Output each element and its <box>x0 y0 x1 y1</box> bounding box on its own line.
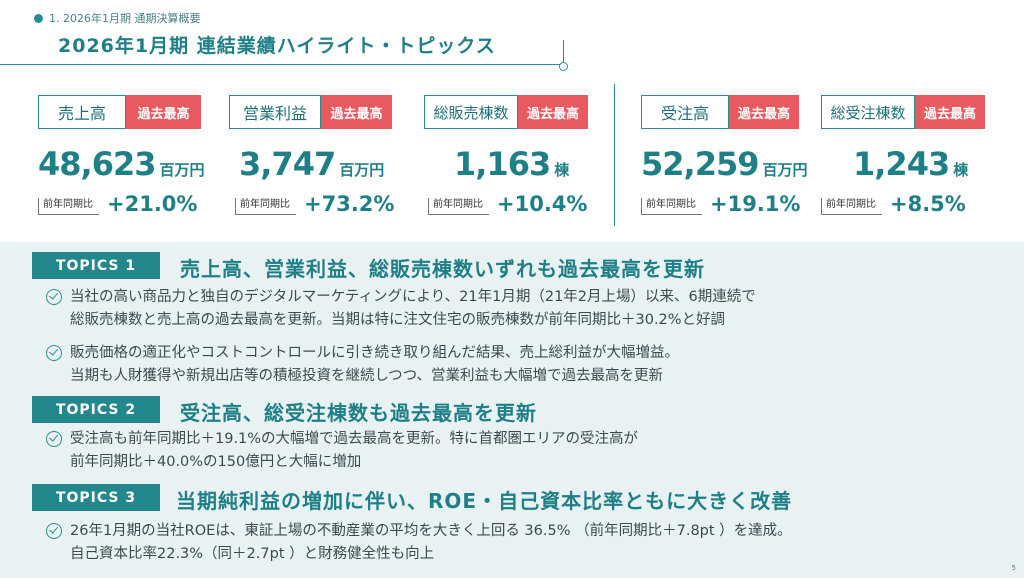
topic-text-line: 26年1月期の当社ROEは、東証上場の不動産業の平均を大きく上回る 36.5% … <box>70 523 792 539</box>
topic-tag: TOPICS 3 <box>32 484 160 511</box>
topic-text-line: 自己資本比率22.3%（同＋2.7pt ）と財務健全性も向上 <box>70 546 435 562</box>
kpi-unit: 棟 <box>953 161 969 179</box>
check-circle-icon <box>46 431 62 447</box>
kpi-number: 52,259 <box>641 145 759 183</box>
topic-item: 当社の高い商品力と独自のデジタルマーケティングにより、21年1月期（21年2月上… <box>46 286 756 332</box>
topic-text-line: 当社の高い商品力と独自のデジタルマーケティングにより、21年1月期（21年2月上… <box>70 289 756 305</box>
topic-text-line: 受注高も前年同期比＋19.1%の大幅増で過去最高を更新。特に首都圏エリアの受注高… <box>70 431 639 447</box>
topic-heading: 当期純利益の増加に伴い、ROE・自己資本比率ともに大きく改善 <box>176 489 793 513</box>
kpi-number: 48,623 <box>38 145 156 183</box>
topic-item: 販売価格の適正化やコストコントロールに引き続き取り組んだ結果、売上総利益が大幅増… <box>46 342 679 388</box>
check-circle-icon <box>46 523 62 539</box>
kpi-header: 営業利益 過去最高 <box>229 95 392 129</box>
yoy-label: 前年同期比 <box>641 198 702 215</box>
title-divider <box>563 40 564 66</box>
title-end-marker <box>559 62 568 71</box>
record-high-badge: 過去最高 <box>321 95 392 129</box>
yoy-label: 前年同期比 <box>428 198 489 215</box>
topics-panel <box>0 242 1024 578</box>
kpi-yoy: 前年同期比 +21.0% <box>38 193 197 215</box>
kpi-unit: 棟 <box>554 161 570 179</box>
kpi-total-units-ordered: 総受注棟数 過去最高 1,243 棟 前年同期比 +8.5% <box>821 95 996 225</box>
yoy-value: +19.1% <box>710 192 801 216</box>
kpi-value: 52,259 百万円 <box>641 145 808 183</box>
topic-item: 26年1月期の当社ROEは、東証上場の不動産業の平均を大きく上回る 36.5% … <box>46 520 792 566</box>
topic-item: 受注高も前年同期比＋19.1%の大幅増で過去最高を更新。特に首都圏エリアの受注高… <box>46 428 638 474</box>
page-number: 5 <box>1011 564 1016 572</box>
yoy-label: 前年同期比 <box>38 198 99 215</box>
topic-text-line: 当期も人財獲得や新規出店等の積極投資を継続しつつ、営業利益も大幅増で過去最高を更… <box>70 368 664 384</box>
check-circle-icon <box>46 345 62 361</box>
kpi-orders-received: 受注高 過去最高 52,259 百万円 前年同期比 +19.1% <box>641 95 816 225</box>
check-circle-icon <box>46 289 62 305</box>
breadcrumb-text: 1. 2026年1月期 通期決算概要 <box>49 12 201 25</box>
kpi-label: 営業利益 <box>229 95 321 129</box>
kpi-header: 受注高 過去最高 <box>641 95 799 129</box>
kpi-value: 48,623 百万円 <box>38 145 205 183</box>
kpi-value: 3,747 百万円 <box>239 145 384 183</box>
record-high-badge: 過去最高 <box>126 95 201 129</box>
kpi-sales: 売上高 過去最高 48,623 百万円 前年同期比 +21.0% <box>38 95 218 225</box>
topic-text-line: 総販売棟数と売上高の過去最高を更新。当期は特に注文住宅の販売棟数が前年同期比＋3… <box>70 312 726 328</box>
kpi-yoy: 前年同期比 +73.2% <box>235 193 394 215</box>
topic-heading: 売上高、営業利益、総販売棟数いずれも過去最高を更新 <box>180 257 705 281</box>
breadcrumb: 1. 2026年1月期 通期決算概要 <box>34 10 200 26</box>
topic-text-line: 販売価格の適正化やコストコントロールに引き続き取り組んだ結果、売上総利益が大幅増… <box>70 345 679 361</box>
kpi-number: 1,163 <box>454 145 551 183</box>
topic-text-line: 前年同期比＋40.0%の150億円と大幅に増加 <box>70 454 362 470</box>
topic-heading: 受注高、総受注棟数も過去最高を更新 <box>180 401 537 425</box>
kpi-unit: 百万円 <box>762 161 808 179</box>
yoy-value: +21.0% <box>107 192 198 216</box>
dot-icon <box>34 13 43 23</box>
record-high-badge: 過去最高 <box>729 95 799 129</box>
kpi-operating-profit: 営業利益 過去最高 3,747 百万円 前年同期比 +73.2% <box>229 95 409 225</box>
kpi-number: 3,747 <box>239 145 336 183</box>
topic-tag: TOPICS 2 <box>32 396 160 423</box>
page-title: 2026年1月期 連結業績ハイライト・トピックス <box>58 35 496 57</box>
kpi-label: 総受注棟数 <box>821 95 915 129</box>
yoy-label: 前年同期比 <box>821 198 882 215</box>
yoy-value: +10.4% <box>497 192 588 216</box>
yoy-label: 前年同期比 <box>235 198 296 215</box>
kpi-yoy: 前年同期比 +19.1% <box>641 193 800 215</box>
kpi-label: 総販売棟数 <box>424 95 518 129</box>
yoy-value: +73.2% <box>304 192 395 216</box>
record-high-badge: 過去最高 <box>915 95 985 129</box>
kpi-header: 総販売棟数 過去最高 <box>424 95 588 129</box>
kpi-label: 売上高 <box>38 95 126 129</box>
kpi-header: 売上高 過去最高 <box>38 95 201 129</box>
title-underline <box>0 64 565 65</box>
kpi-header: 総受注棟数 過去最高 <box>821 95 985 129</box>
kpi-total-units-sold: 総販売棟数 過去最高 1,163 棟 前年同期比 +10.4% <box>424 95 594 225</box>
kpi-unit: 百万円 <box>159 161 205 179</box>
yoy-value: +8.5% <box>890 192 966 216</box>
kpi-yoy: 前年同期比 +8.5% <box>821 193 966 215</box>
kpi-label: 受注高 <box>641 95 729 129</box>
kpi-yoy: 前年同期比 +10.4% <box>428 193 587 215</box>
record-high-badge: 過去最高 <box>518 95 588 129</box>
kpi-value: 1,163 棟 <box>454 145 569 183</box>
kpi-unit: 百万円 <box>339 161 385 179</box>
topic-tag: TOPICS 1 <box>32 252 160 279</box>
kpi-number: 1,243 <box>853 145 950 183</box>
kpi-value: 1,243 棟 <box>853 145 968 183</box>
kpi-section-divider <box>614 84 615 226</box>
